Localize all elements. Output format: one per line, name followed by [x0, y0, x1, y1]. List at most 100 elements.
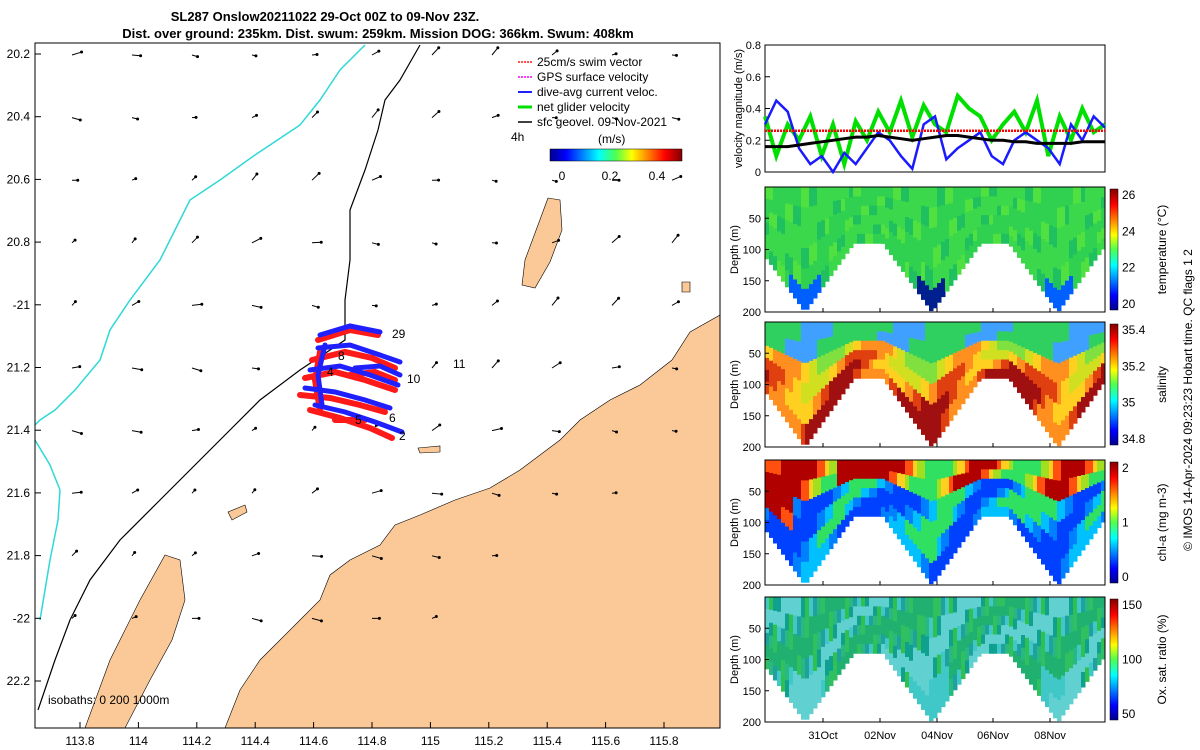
- chla-cell: [989, 506, 994, 517]
- chla-cell: [797, 498, 802, 519]
- geovel-arrow-head: [495, 299, 499, 303]
- oxygen-cell: [901, 639, 906, 654]
- salinity-cell: [1081, 352, 1086, 368]
- temperature-cell: [873, 224, 878, 235]
- temperature-cell: [957, 245, 962, 261]
- map-xtick-label: 114.2: [182, 734, 211, 748]
- oxygen-cell: [785, 597, 790, 615]
- oxygen-cell: [965, 635, 970, 649]
- chla-cell: [961, 514, 966, 529]
- oxygen-cell: [837, 648, 842, 662]
- salinity-cell: [769, 360, 774, 375]
- salinity-cell: [941, 358, 946, 378]
- oxygen-cell: [1033, 597, 1038, 613]
- salinity-cell: [953, 337, 958, 354]
- islet-1: [417, 445, 441, 454]
- temperature-cell: [1037, 269, 1042, 286]
- salinity-cell: [929, 342, 934, 364]
- salinity-ylabel: Depth (m): [729, 360, 741, 409]
- oxygen-cell: [769, 622, 774, 637]
- oxygen-cell: [1033, 674, 1038, 691]
- temperature-cell: [905, 262, 910, 278]
- chla-cell: [809, 460, 814, 480]
- temperature-cell: [933, 187, 938, 208]
- temperature-cell: [881, 196, 886, 207]
- temperature-cell: [857, 224, 862, 235]
- temperature-cell: [1001, 224, 1006, 235]
- chla-cell: [1005, 469, 1010, 480]
- oxygen-cell: [1029, 640, 1034, 656]
- oxygen-cell: [909, 597, 914, 614]
- chla-cell: [793, 497, 798, 516]
- chla-cell: [965, 523, 970, 537]
- temperature-cell: [813, 224, 818, 243]
- salinity-cell: [781, 322, 786, 339]
- oxygen-cell: [929, 617, 934, 639]
- salinity-cell: [861, 368, 866, 379]
- oxygen-cell: [1021, 647, 1026, 661]
- chla-cell: [1073, 544, 1078, 562]
- oxygen-cell: [961, 597, 966, 612]
- salinity-cell: [977, 351, 982, 362]
- chla-cell: [1053, 520, 1058, 542]
- temperature-ytick-label: 200: [743, 307, 761, 319]
- chla-cell: [977, 509, 982, 520]
- salinity-cell: [957, 394, 962, 410]
- chla-cell: [953, 537, 958, 554]
- oxygen-cell: [1001, 606, 1006, 617]
- chla-cell: [909, 460, 914, 477]
- chla-cell: [1021, 523, 1026, 537]
- oxygen-cell: [789, 632, 794, 651]
- geovel-arrow-head: [254, 54, 258, 58]
- chla-cell: [805, 521, 810, 542]
- temperature-cell: [861, 196, 866, 207]
- salinity-cell: [873, 331, 878, 342]
- salinity-cell: [969, 368, 974, 382]
- geovel-arrow-head: [376, 242, 380, 246]
- temperature-cell: [1089, 213, 1094, 227]
- temperature-cell: [849, 227, 854, 238]
- chla-cell: [777, 474, 782, 491]
- salinity-cell: [837, 386, 842, 400]
- temperature-cell: [929, 228, 934, 250]
- oxygen-cell: [789, 597, 794, 616]
- oxygen-cell: [877, 606, 882, 617]
- geovel-arrow-head: [73, 300, 77, 304]
- oxygen-cell: [949, 646, 954, 664]
- salinity-cell: [909, 401, 914, 419]
- salinity-cell: [1097, 322, 1102, 334]
- chla-cell: [1021, 460, 1026, 474]
- oxygen-cell: [977, 597, 982, 608]
- oxygen-cell: [1065, 653, 1070, 673]
- salinity-cell: [885, 363, 890, 375]
- salinity-cell: [873, 359, 878, 370]
- chla-cell: [993, 506, 998, 517]
- oxygen-cell: [909, 612, 914, 630]
- salinity-cell: [805, 322, 810, 343]
- oxygen-cell: [777, 626, 782, 642]
- temperature-cell: [853, 233, 858, 244]
- temperature-cell: [817, 239, 822, 258]
- salinity-cell: [765, 369, 770, 383]
- velocity-series-line: [765, 133, 1105, 149]
- chla-cell: [1057, 480, 1062, 502]
- oxygen-cell: [853, 597, 858, 607]
- oxygen-cell: [997, 625, 1002, 635]
- temperature-cell: [805, 248, 810, 269]
- chla-cell: [853, 506, 858, 517]
- chla-cell: [1001, 469, 1006, 480]
- salinity-cell: [817, 392, 822, 411]
- chla-cell: [1097, 471, 1102, 484]
- salinity-cell: [877, 359, 882, 370]
- temperature-cell: [1057, 187, 1062, 209]
- oxygen-cell: [1101, 617, 1106, 629]
- temperature-cell: [921, 205, 926, 225]
- geovel-arrow-head: [435, 361, 439, 365]
- temperature-cell: [1037, 203, 1042, 221]
- oxygen-cell: [933, 617, 938, 638]
- oxygen-cell: [985, 625, 990, 635]
- oxygen-cell: [969, 608, 974, 621]
- chla-cell: [825, 507, 830, 524]
- salinity-cell: [857, 368, 862, 379]
- salinity-cell: [1033, 368, 1038, 385]
